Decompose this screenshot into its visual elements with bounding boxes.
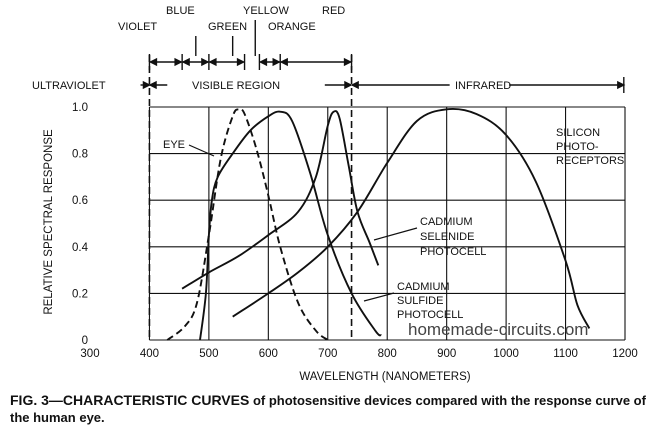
x-tick-label-1000: 1000 [493, 348, 519, 360]
selenide-label-1: CADMIUM [420, 216, 473, 228]
red-label: RED [322, 5, 345, 17]
series-line-3 [232, 108, 591, 329]
x-axis-title: WAVELENGTH (NANOMETERS) [299, 371, 470, 383]
uv-arrow-head [142, 80, 152, 90]
spectral-response-chart: 300 400 500 600 700 800 900 1000 1100 1200 0 0.2 0.4… [32, 5, 638, 383]
tick-labels: 300 400 500 600 700 800 900 1000 1100 1200 0 0.2 0.4… [72, 102, 638, 360]
grid [148, 55, 626, 341]
x-tick-label-1100: 1100 [553, 348, 578, 360]
x-tick-label-400: 400 [140, 348, 159, 360]
y-tick-label-1: 1.0 [72, 102, 88, 114]
visible-arrow-left-head [148, 80, 157, 90]
visible-arrow-right-head [344, 80, 353, 90]
y-tick-label-0.2: 0.2 [72, 288, 88, 300]
silicon-label-1: SILICON [556, 127, 600, 139]
x-tick-label-1200: 1200 [612, 348, 638, 360]
band-arrow-orange-head-left [258, 57, 268, 67]
y-axis-title: RELATIVE SPECTRAL RESPONSE [43, 129, 55, 315]
selenide-label-3: PHOTOCELL [420, 246, 486, 258]
caption-lead: FIG. 3—CHARACTERISTIC CURVES [10, 392, 250, 408]
eye-leader [188, 144, 215, 157]
sulfide-label-1: CADMIUM [397, 281, 450, 293]
band-arrow-green-head-right [236, 57, 246, 67]
ir-arrow-right-head [617, 80, 626, 90]
curves [166, 107, 591, 341]
y-tick-label-0: 0 [82, 335, 88, 347]
selenide-label-2: SELENIDE [420, 231, 474, 243]
y-tick-label-0.8: 0.8 [72, 149, 88, 161]
x-tick-label-600: 600 [259, 348, 278, 360]
band-arrow-red-head-left [279, 57, 288, 67]
region-markers [140, 20, 626, 93]
silicon-label-3: RECEPTORS [556, 155, 624, 167]
series-line-0 [166, 107, 329, 341]
band-arrow-blue-head-right [201, 57, 210, 67]
y-tick-label-0.6: 0.6 [72, 195, 88, 207]
green-label: GREEN [208, 21, 247, 33]
blue-label: BLUE [166, 5, 195, 17]
x-tick-label-500: 500 [199, 348, 218, 360]
band-arrow-orange-head-right [272, 57, 281, 67]
ultraviolet-label: ULTRAVIOLET [32, 80, 106, 92]
sulfide-label-2: SULFIDE [397, 295, 443, 307]
band-arrow-blue-head-left [181, 57, 190, 67]
x-tick-label-800: 800 [378, 348, 397, 360]
yellow-label: YELLOW [243, 5, 289, 17]
visible-region-label: VISIBLE REGION [192, 80, 280, 92]
x-tick-label-700: 700 [318, 348, 337, 360]
sulfide-leader [363, 292, 395, 302]
silicon-label-2: PHOTO- [556, 141, 599, 153]
band-arrow-violet-head-left [148, 57, 158, 67]
violet-label: VIOLET [118, 21, 157, 33]
band-arrow-green-head-left [208, 57, 217, 67]
series-line-1 [199, 110, 382, 341]
watermark: homemade-circuits.com [408, 320, 588, 339]
ir-arrow-left-head [350, 80, 359, 90]
band-arrow-violet-head-right [174, 57, 183, 67]
selenide-leader [373, 227, 418, 241]
sulfide-label-3: PHOTOCELL [397, 309, 463, 321]
band-arrow-red-head-right [343, 57, 353, 67]
caption-text: of photosensitive devices compared with … [10, 393, 646, 425]
x-tick-label-900: 900 [437, 348, 456, 360]
infrared-label: INFRARED [455, 80, 511, 92]
y-tick-label-0.4: 0.4 [72, 242, 89, 254]
eye-label: EYE [163, 139, 185, 151]
x-tick-label-300: 300 [80, 348, 99, 360]
figure-caption: FIG. 3—CHARACTERISTIC CURVES of photosen… [10, 392, 650, 426]
orange-label: ORANGE [268, 21, 316, 33]
